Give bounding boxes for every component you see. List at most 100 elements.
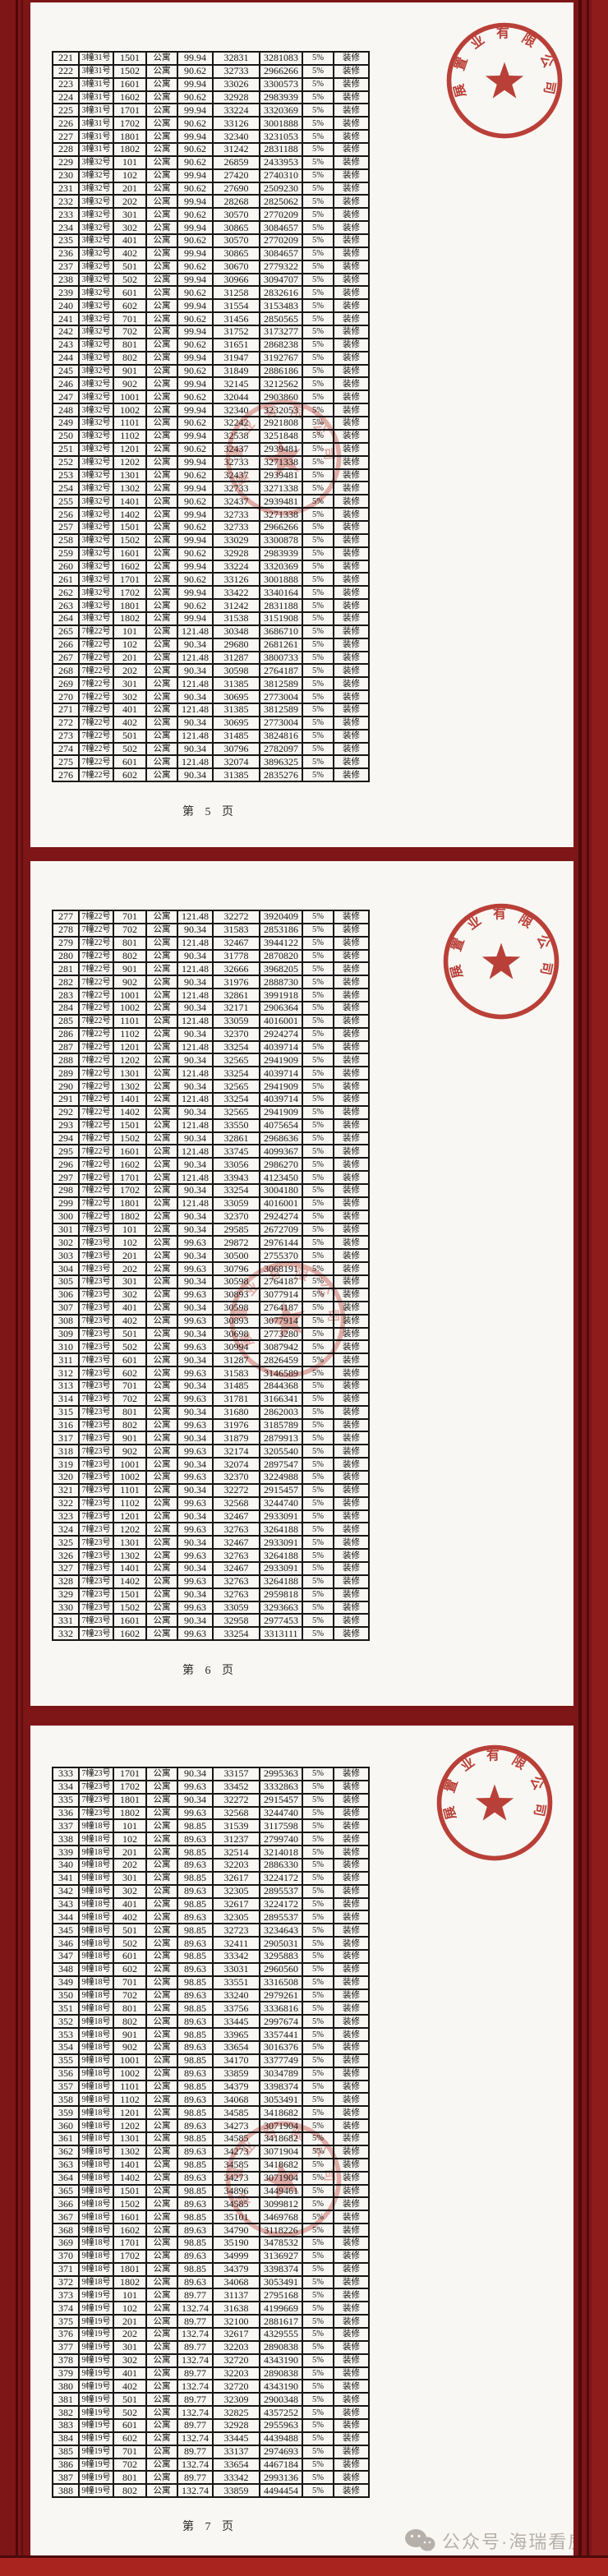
table-cell: 2895537	[259, 1910, 303, 1925]
table-cell: 33126	[212, 116, 260, 131]
table-cell: 33254	[212, 1626, 260, 1642]
table-row: 382 9幢19号 502 公寓 132.74 32825 4357252 5% 装修	[52, 2405, 370, 2420]
table-cell: 1201	[113, 441, 147, 457]
table-cell: 公寓	[145, 935, 178, 951]
table-row: 348 9幢18号 602 公寓 89.63 33031 2960560 5% 装修	[52, 1961, 370, 1977]
table-cell: 34585	[212, 2105, 260, 2121]
table-cell: 1802	[113, 2274, 147, 2290]
table-cell: 3幢32号	[78, 507, 114, 522]
table-cell: 公寓	[145, 546, 178, 561]
table-cell: 3271338	[259, 481, 303, 496]
price-table: 333 7幢23号 1701 公寓 90.34 33157 2995363 5% 装修 334 7幢…	[52, 1767, 370, 2499]
table-cell: 89.77	[177, 2314, 214, 2329]
table-cell: 装修	[333, 1391, 370, 1407]
table-cell: 3幢32号	[78, 532, 114, 548]
table-cell: 5%	[302, 454, 334, 470]
table-cell: 201	[113, 2314, 147, 2329]
table-row: 314 7幢23号 702 公寓 99.63 31781 3166341 5% 装修	[52, 1391, 370, 1407]
table-cell: 121.48	[177, 728, 214, 744]
table-cell: 9幢18号	[78, 1845, 114, 1860]
table-cell: 公寓	[145, 1961, 178, 1977]
table-cell: 装修	[333, 637, 370, 652]
table-cell: 2831188	[259, 142, 303, 157]
table-cell: 90.34	[177, 1209, 214, 1224]
table-cell: 5%	[302, 2392, 334, 2408]
table-cell: 装修	[333, 350, 370, 366]
table-cell: 366	[52, 2196, 80, 2212]
table-cell: 802	[113, 2483, 147, 2499]
table-cell: 5%	[302, 168, 334, 183]
table-cell: 7幢22号	[78, 676, 114, 692]
table-cell: 1602	[113, 2223, 147, 2237]
table-cell: 2974693	[259, 2444, 303, 2459]
table-row: 370 9幢18号 1702 公寓 89.63 34999 3136927 5% 装修	[52, 2248, 370, 2264]
table-cell: 31258	[212, 285, 260, 301]
table-cell: 5%	[302, 1818, 334, 1834]
table-cell: 1402	[113, 1104, 147, 1120]
table-cell: 314	[52, 1391, 80, 1407]
table-cell: 7幢23号	[78, 1482, 114, 1498]
table-cell: 381	[52, 2392, 80, 2408]
table-cell: 1501	[113, 1117, 147, 1133]
table-cell: 公寓	[145, 2483, 178, 2499]
table-row: 367 9幢18号 1601 公寓 98.85 35101 3469768 5% 装修	[52, 2210, 370, 2225]
table-cell: 310	[52, 1339, 80, 1355]
table-cell: 公寓	[145, 2170, 178, 2186]
table-cell: 33240	[212, 1988, 260, 2003]
table-cell: 3686710	[259, 624, 303, 639]
table-cell: 250	[52, 428, 80, 444]
table-cell: 2509230	[259, 181, 303, 196]
table-cell: 601	[113, 1353, 147, 1368]
table-cell: 9幢18号	[78, 2027, 114, 2043]
table-cell: 401	[113, 2366, 147, 2381]
table-cell: 1401	[113, 1560, 147, 1576]
table-cell: 5%	[302, 1832, 334, 1847]
table-cell: 9幢18号	[78, 1975, 114, 1990]
table-cell: 1202	[113, 2118, 147, 2134]
table-cell: 公寓	[145, 1300, 178, 1316]
table-cell: 601	[113, 285, 147, 301]
table-cell: 90.34	[177, 922, 214, 938]
table-cell: 302	[113, 1287, 147, 1302]
table-cell: 7幢22号	[78, 650, 114, 666]
table-cell: 1101	[113, 1482, 147, 1498]
table-cell: 332	[52, 1626, 80, 1642]
table-cell: 3224988	[259, 1469, 303, 1485]
table-cell: 公寓	[145, 1196, 178, 1211]
table-cell: 266	[52, 637, 80, 652]
table-cell: 294	[52, 1131, 80, 1146]
table-cell: 5%	[302, 1792, 334, 1808]
table-cell: 公寓	[145, 2066, 178, 2081]
table-cell: 公寓	[145, 702, 178, 717]
table-row: 307 7幢23号 401 公寓 90.34 30598 2764187 5% 装修	[52, 1300, 370, 1316]
table-cell: 247	[52, 389, 80, 405]
table-cell: 5%	[302, 154, 334, 170]
table-cell: 101	[113, 2288, 147, 2303]
table-cell: 501	[113, 728, 147, 744]
table-cell: 31781	[212, 1391, 260, 1407]
table-row: 254 3幢32号 1302 公寓 99.94 32733 3271338 5% 装修	[52, 481, 370, 496]
table-cell: 3812589	[259, 702, 303, 717]
table-row: 321 7幢23号 1101 公寓 90.34 32272 2915457 5% 装修	[52, 1482, 370, 1498]
table-cell: 132.74	[177, 2431, 214, 2446]
table-cell: 公寓	[145, 2105, 178, 2121]
table-cell: 5%	[302, 1936, 334, 1952]
table-cell: 1201	[113, 1509, 147, 1524]
table-cell: 318	[52, 1444, 80, 1459]
table-cell: 装修	[333, 1001, 370, 1016]
table-cell: 公寓	[145, 1587, 178, 1602]
table-cell: 2799740	[259, 1832, 303, 1847]
table-cell: 31651	[212, 337, 260, 353]
table-cell: 公寓	[145, 1313, 178, 1329]
page-number: 第 7 页	[182, 2521, 237, 2533]
table-cell: 公寓	[145, 1975, 178, 1990]
stamp-star-icon	[268, 1302, 306, 1340]
table-cell: 90.34	[177, 1560, 214, 1576]
table-cell: 1202	[113, 1522, 147, 1537]
table-cell: 33254	[212, 1092, 260, 1107]
table-cell: 装修	[333, 2105, 370, 2121]
table-cell: 2986270	[259, 1157, 303, 1173]
table-cell: 2933091	[259, 1560, 303, 1576]
table-cell: 3幢32号	[78, 363, 114, 379]
table-cell: 901	[113, 363, 147, 379]
